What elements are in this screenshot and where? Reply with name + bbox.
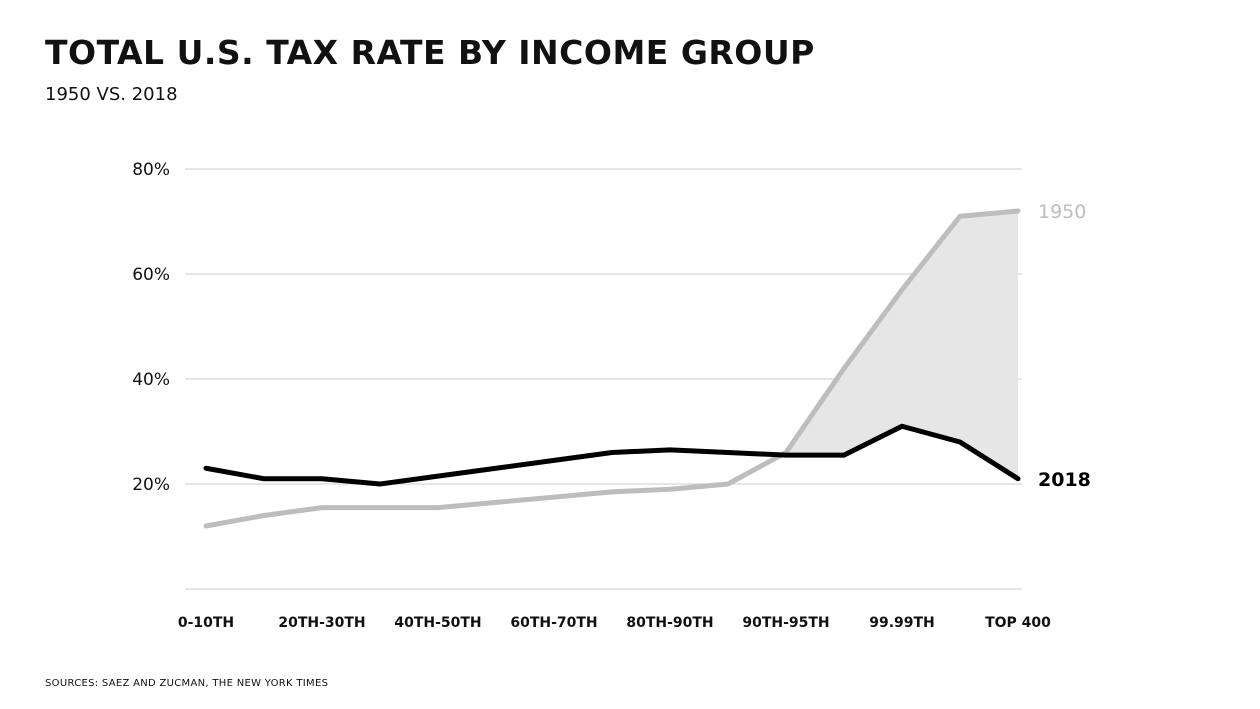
series-line-2018 bbox=[203, 423, 1021, 487]
series-lines bbox=[203, 208, 1021, 529]
series-labels: 1950 2018 bbox=[1038, 201, 1091, 491]
x-tick-label: 90TH-95TH bbox=[742, 615, 829, 631]
y-axis-ticks: 20% 40% 60% 80% bbox=[132, 160, 170, 495]
difference-area bbox=[786, 211, 1018, 479]
x-tick-label: 80TH-90TH bbox=[626, 615, 713, 631]
gap-area bbox=[786, 211, 1018, 479]
y-tick-label: 40% bbox=[132, 370, 170, 390]
chart-title: TOTAL U.S. TAX RATE BY INCOME GROUP bbox=[45, 33, 815, 72]
gridlines bbox=[185, 168, 1022, 590]
series-label-2018: 2018 bbox=[1038, 469, 1091, 491]
x-tick-label: 20TH-30TH bbox=[278, 615, 365, 631]
series-line-1950 bbox=[203, 208, 1021, 529]
y-tick-label: 60% bbox=[132, 265, 170, 285]
chart-subtitle: 1950 VS. 2018 bbox=[45, 84, 178, 105]
x-tick-label: 60TH-70TH bbox=[510, 615, 597, 631]
y-tick-label: 80% bbox=[132, 160, 170, 180]
y-tick-label: 20% bbox=[132, 475, 170, 495]
x-tick-label: 40TH-50TH bbox=[394, 615, 481, 631]
series-label-1950: 1950 bbox=[1038, 201, 1086, 223]
x-tick-label: TOP 400 bbox=[985, 615, 1051, 631]
source-note: SOURCES: SAEZ AND ZUCMAN, THE NEW YORK T… bbox=[45, 678, 329, 689]
x-tick-label: 99.99TH bbox=[869, 615, 935, 631]
x-tick-label: 0-10TH bbox=[178, 615, 234, 631]
x-axis-ticks: 0-10TH 20TH-30TH 40TH-50TH 60TH-70TH 80TH-90… bbox=[178, 615, 1051, 631]
